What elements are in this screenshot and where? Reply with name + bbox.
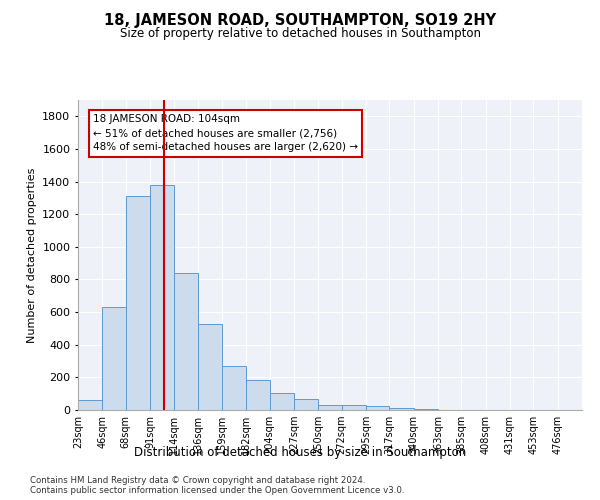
Y-axis label: Number of detached properties: Number of detached properties	[26, 168, 37, 342]
Bar	[150, 185, 175, 410]
Bar	[222, 366, 247, 410]
Text: Size of property relative to detached houses in Southampton: Size of property relative to detached ho…	[119, 28, 481, 40]
Bar	[78, 400, 103, 410]
Bar	[125, 196, 150, 410]
Bar	[389, 408, 413, 410]
Text: 18, JAMESON ROAD, SOUTHAMPTON, SO19 2HY: 18, JAMESON ROAD, SOUTHAMPTON, SO19 2HY	[104, 12, 496, 28]
Bar	[175, 273, 197, 410]
Text: Contains HM Land Registry data © Crown copyright and database right 2024.: Contains HM Land Registry data © Crown c…	[30, 476, 365, 485]
Bar	[247, 380, 269, 410]
Text: Contains public sector information licensed under the Open Government Licence v3: Contains public sector information licen…	[30, 486, 404, 495]
Bar	[103, 307, 125, 410]
Bar	[197, 324, 222, 410]
Bar	[366, 406, 389, 410]
Bar	[341, 405, 366, 410]
Text: 18 JAMESON ROAD: 104sqm
← 51% of detached houses are smaller (2,756)
48% of semi: 18 JAMESON ROAD: 104sqm ← 51% of detache…	[93, 114, 358, 152]
Text: Distribution of detached houses by size in Southampton: Distribution of detached houses by size …	[134, 446, 466, 459]
Bar	[269, 393, 294, 410]
Bar	[294, 400, 319, 410]
Bar	[413, 409, 438, 410]
Bar	[319, 405, 341, 410]
